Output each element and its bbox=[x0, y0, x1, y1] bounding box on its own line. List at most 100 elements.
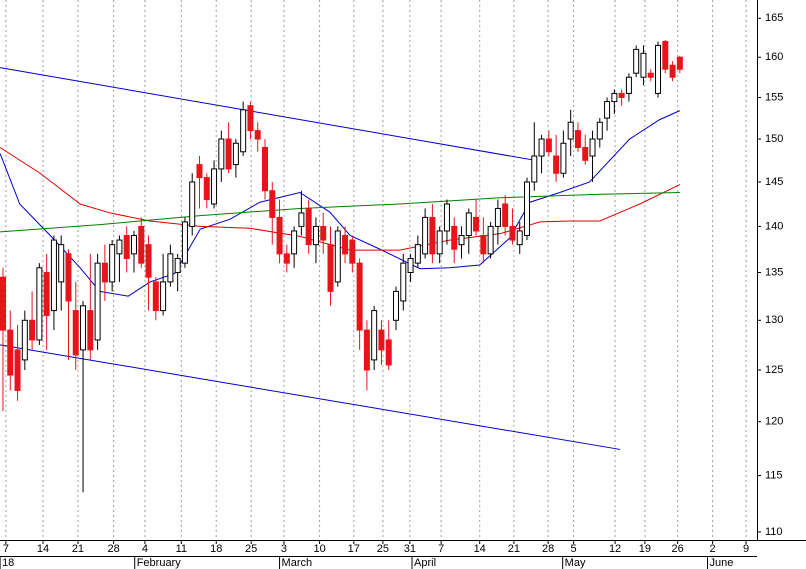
candle-body bbox=[72, 310, 79, 356]
candle-body bbox=[640, 52, 647, 78]
x-tick-label: 28 bbox=[107, 543, 119, 555]
candle-body bbox=[560, 142, 567, 174]
month-label: February bbox=[137, 557, 182, 569]
x-tick-label: 18 bbox=[210, 543, 222, 555]
candle-body bbox=[327, 244, 334, 292]
candle-body bbox=[676, 56, 683, 70]
x-tick-label: 9 bbox=[743, 543, 749, 555]
month-label: 18 bbox=[2, 557, 14, 569]
candle-body bbox=[363, 329, 370, 371]
y-tick-label: 115 bbox=[765, 470, 783, 482]
candle-body bbox=[232, 142, 239, 166]
candle-body bbox=[385, 339, 392, 366]
candle-body bbox=[50, 239, 57, 312]
candle-body bbox=[582, 146, 589, 161]
candle-body bbox=[509, 225, 516, 241]
candle-body bbox=[160, 281, 167, 312]
y-tick-label: 155 bbox=[765, 91, 783, 103]
candle-body bbox=[174, 257, 181, 273]
candle-body bbox=[378, 329, 385, 351]
candle-body bbox=[356, 262, 363, 331]
y-tick-label: 160 bbox=[765, 51, 783, 63]
candle-body bbox=[240, 109, 247, 153]
x-tick-label: 21 bbox=[508, 543, 520, 555]
candle-body bbox=[531, 155, 538, 183]
candle-body bbox=[130, 235, 137, 255]
candle-body bbox=[604, 101, 611, 119]
y-tick-label: 120 bbox=[765, 416, 783, 428]
candle-body bbox=[487, 225, 494, 255]
candle-body bbox=[625, 76, 632, 94]
candle-body bbox=[553, 155, 560, 174]
candle-body bbox=[655, 44, 662, 94]
candle-body bbox=[116, 239, 123, 255]
candle-body bbox=[123, 235, 130, 259]
candle-body bbox=[225, 138, 232, 170]
candle-body bbox=[65, 253, 72, 302]
candle-body bbox=[611, 92, 618, 103]
candle-body bbox=[283, 253, 290, 264]
candle-body bbox=[254, 130, 261, 140]
x-tick-label: 17 bbox=[348, 543, 360, 555]
y-tick-label: 165 bbox=[765, 12, 783, 24]
candle-body bbox=[14, 349, 21, 391]
candle-body bbox=[211, 168, 218, 205]
month-label: April bbox=[414, 557, 436, 569]
x-tick-label: 14 bbox=[474, 543, 486, 555]
candle-body bbox=[167, 253, 174, 283]
candle-body bbox=[393, 290, 400, 321]
candle-body bbox=[101, 262, 108, 283]
y-tick-label: 135 bbox=[765, 266, 783, 278]
x-tick-label: 14 bbox=[37, 543, 49, 555]
candle-body bbox=[87, 310, 94, 351]
x-tick-label: 25 bbox=[245, 543, 257, 555]
candle-body bbox=[524, 181, 531, 237]
y-tick-label: 150 bbox=[765, 133, 783, 145]
x-tick-label: 3 bbox=[281, 543, 287, 555]
candle-body bbox=[567, 121, 574, 140]
trendline bbox=[0, 344, 621, 450]
candle-body bbox=[152, 281, 159, 312]
x-tick-label: 10 bbox=[313, 543, 325, 555]
candle-body bbox=[465, 212, 472, 237]
candle-body bbox=[596, 121, 603, 140]
candle-body bbox=[494, 207, 501, 227]
x-tick-label: 7 bbox=[3, 543, 9, 555]
x-tick-label: 25 bbox=[377, 543, 389, 555]
candle-body bbox=[21, 319, 28, 361]
candle-body bbox=[633, 48, 640, 74]
candle-body bbox=[349, 239, 356, 264]
candle-body bbox=[203, 177, 210, 201]
candle-body bbox=[196, 164, 203, 179]
x-tick-label: 12 bbox=[609, 543, 621, 555]
candle-body bbox=[422, 216, 429, 255]
candle-body bbox=[480, 235, 487, 255]
candle-body bbox=[473, 216, 480, 232]
trendline bbox=[0, 67, 536, 161]
candle-body bbox=[7, 329, 14, 376]
candle-body bbox=[80, 305, 87, 351]
candle-body bbox=[618, 92, 625, 98]
candle-body bbox=[109, 244, 116, 283]
x-tick-label: 4 bbox=[142, 543, 148, 555]
candle-body bbox=[305, 207, 312, 246]
x-tick-label: 21 bbox=[72, 543, 84, 555]
candle-body bbox=[502, 203, 509, 227]
candle-body bbox=[436, 230, 443, 255]
candle-body bbox=[145, 244, 152, 278]
candle-body bbox=[662, 41, 669, 70]
x-tick-label: 2 bbox=[710, 543, 716, 555]
candle-body bbox=[320, 225, 327, 241]
x-tick-label: 31 bbox=[404, 543, 416, 555]
candle-body bbox=[43, 271, 50, 316]
x-tick-label: 28 bbox=[542, 543, 554, 555]
x-tick-label: 5 bbox=[571, 543, 577, 555]
candle-body bbox=[29, 319, 36, 341]
candle-body bbox=[276, 216, 283, 255]
candle-body bbox=[261, 146, 268, 192]
month-label: May bbox=[565, 557, 586, 569]
y-tick-label: 130 bbox=[765, 314, 783, 326]
candle-body bbox=[400, 262, 407, 302]
y-tick-label: 125 bbox=[765, 364, 783, 376]
